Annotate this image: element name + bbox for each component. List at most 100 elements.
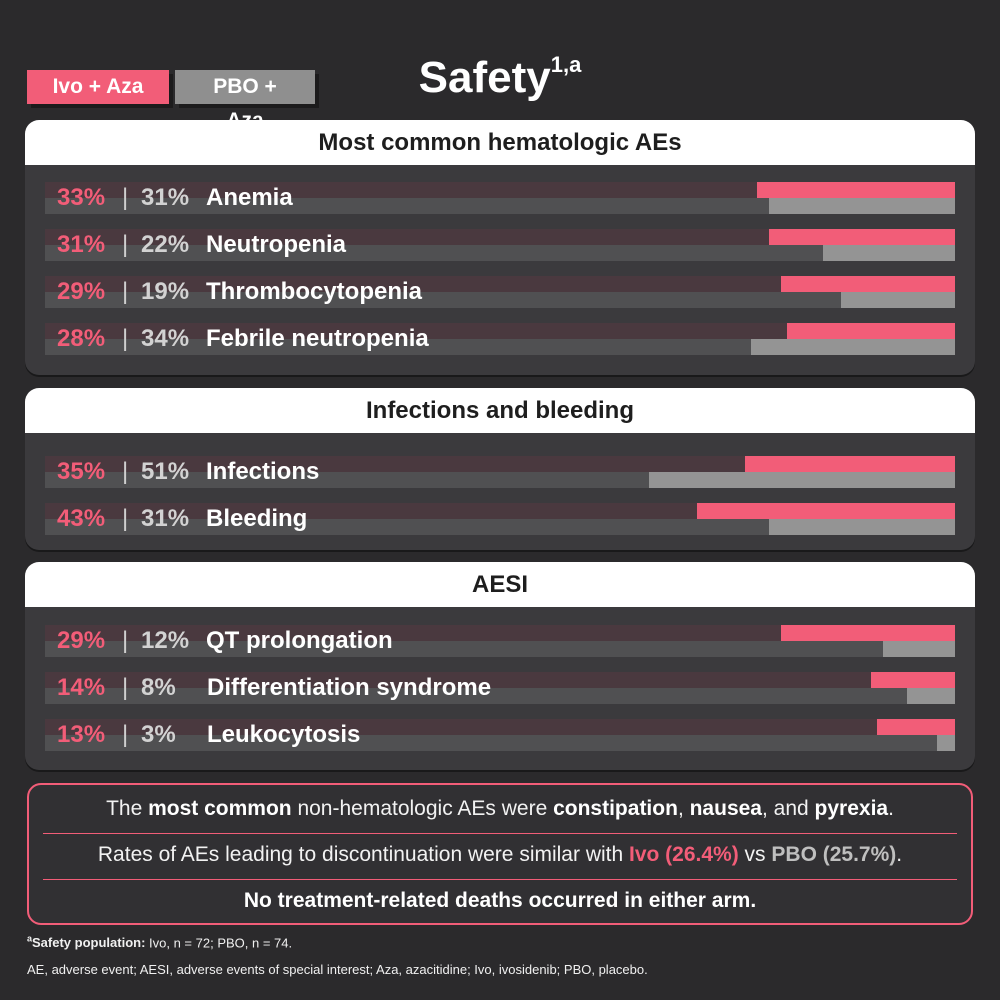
value-label-ivo: 31% <box>57 231 106 258</box>
value-label-ivo: 43% <box>57 505 106 532</box>
panel-infections-bleeding: Infections and bleeding 35% | 51% Infection… <box>25 388 975 550</box>
bar-track <box>45 672 955 688</box>
bar-ivo-aza <box>697 503 955 519</box>
bar-track <box>45 182 955 198</box>
bar-track <box>45 245 955 261</box>
category-label: Neutropenia <box>206 231 347 258</box>
divider <box>43 879 957 880</box>
note-no-deaths: No treatment-related deaths occurred in … <box>243 889 757 912</box>
bar-track <box>45 719 955 735</box>
bar-ivo-aza <box>757 182 955 198</box>
summary-box: The most common non-hematologic AEs were… <box>27 783 973 925</box>
bar-pbo-aza <box>751 339 955 355</box>
value-label-ivo: 35% <box>57 458 106 485</box>
category-label: Bleeding <box>206 505 308 532</box>
value-separator: | <box>122 458 129 485</box>
bar-pbo-aza <box>841 292 955 308</box>
bar-track <box>45 198 955 214</box>
value-separator: | <box>122 278 129 305</box>
value-separator: | <box>122 721 129 748</box>
footnote-label: Safety population: <box>32 935 146 951</box>
bar-ivo-aza <box>745 456 955 472</box>
bar-track <box>45 323 955 339</box>
bar-track <box>45 456 955 472</box>
value-label-ivo: 13% <box>57 721 106 748</box>
value-separator: | <box>122 184 129 211</box>
panel-title: Most common hematologic AEs <box>25 120 975 165</box>
value-separator: | <box>122 325 129 352</box>
bar-track <box>45 641 955 657</box>
chart-row: 33% | 31% Anemia <box>45 180 955 216</box>
category-label: Infections <box>206 458 320 485</box>
bar-pbo-aza <box>937 735 955 751</box>
bar-pbo-aza <box>649 472 955 488</box>
chart-row: 43% | 31% Bleeding <box>45 501 955 537</box>
legend: Ivo + Aza PBO + Aza <box>27 70 315 132</box>
legend-pbo-aza: PBO + Aza <box>175 70 315 132</box>
footnote-marker: a <box>27 934 33 944</box>
bar-track <box>45 276 955 292</box>
chart-row: 28% | 34% Febrile neutropenia <box>45 321 955 357</box>
value-separator: | <box>122 505 129 532</box>
chart-row: 29% | 12% QT prolongation <box>45 623 955 659</box>
bar-ivo-aza <box>787 323 955 339</box>
value-label-pbo: 19% <box>141 278 190 305</box>
chart-row: 29% | 19% Thrombocytopenia <box>45 274 955 310</box>
bar-ivo-aza <box>781 276 955 292</box>
value-label-pbo: 8% <box>141 674 176 701</box>
value-separator: | <box>122 231 129 258</box>
chart-row: 13% | 3% Leukocytosis <box>45 717 955 753</box>
bar-pbo-aza <box>769 198 955 214</box>
footnote-text: Ivo, n = 72; PBO, n = 74. <box>145 935 293 951</box>
value-separator: | <box>122 674 129 701</box>
bar-pbo-aza <box>883 641 955 657</box>
bar-ivo-aza <box>877 719 955 735</box>
chart-row: 35% | 51% Infections <box>45 454 955 490</box>
value-label-pbo: 12% <box>141 627 190 654</box>
value-label-pbo: 22% <box>141 231 190 258</box>
bar-pbo-aza <box>769 519 955 535</box>
divider <box>43 833 957 834</box>
value-label-pbo: 31% <box>141 505 190 532</box>
bar-track <box>45 625 955 641</box>
footnote-abbreviations: AE, adverse event; AESI, adverse events … <box>27 962 648 977</box>
value-label-pbo: 31% <box>141 184 190 211</box>
bar-track <box>45 735 955 751</box>
page-title-text: Safety <box>418 53 551 102</box>
value-label-pbo: 34% <box>141 325 190 352</box>
bar-track <box>45 229 955 245</box>
value-label-pbo: 51% <box>141 458 190 485</box>
bar-track <box>45 688 955 704</box>
value-label-ivo: 29% <box>57 627 106 654</box>
value-label-pbo: 3% <box>141 721 176 748</box>
chart-row: 14% | 8% Differentiation syndrome <box>45 670 955 706</box>
bar-ivo-aza <box>871 672 955 688</box>
bar-track <box>45 339 955 355</box>
category-label: QT prolongation <box>206 627 393 654</box>
panel-title: AESI <box>25 562 975 607</box>
category-label: Differentiation syndrome <box>207 674 492 701</box>
category-label: Febrile neutropenia <box>206 325 429 352</box>
bar-pbo-aza <box>823 245 955 261</box>
bar-ivo-aza <box>781 625 955 641</box>
page-title: Safety1,a <box>0 52 1000 103</box>
bar-ivo-aza <box>769 229 955 245</box>
legend-ivo-aza: Ivo + Aza <box>27 70 169 104</box>
value-label-ivo: 28% <box>57 325 106 352</box>
value-label-ivo: 33% <box>57 184 106 211</box>
page-title-superscript: 1,a <box>550 52 582 77</box>
category-label: Thrombocytopenia <box>206 278 423 305</box>
note-common-aes: The most common non-hematologic AEs were… <box>106 797 894 820</box>
value-label-ivo: 29% <box>57 278 106 305</box>
category-label: Anemia <box>206 184 293 211</box>
bar-track <box>45 519 955 535</box>
chart-row: 31% | 22% Neutropenia <box>45 227 955 263</box>
value-separator: | <box>122 627 129 654</box>
category-label: Leukocytosis <box>207 721 361 748</box>
bar-track <box>45 292 955 308</box>
panel-hematologic-aes: Most common hematologic AEs 33% | 31% Anemi… <box>25 120 975 375</box>
value-label-ivo: 14% <box>57 674 106 701</box>
panel-aesi: AESI 29% | 12% QT prolongation 14% | 8% Differe… <box>25 562 975 770</box>
footnote-safety-population: aSafety population: Ivo, n = 72; PBO, n … <box>27 934 292 950</box>
panel-title: Infections and bleeding <box>25 388 975 433</box>
